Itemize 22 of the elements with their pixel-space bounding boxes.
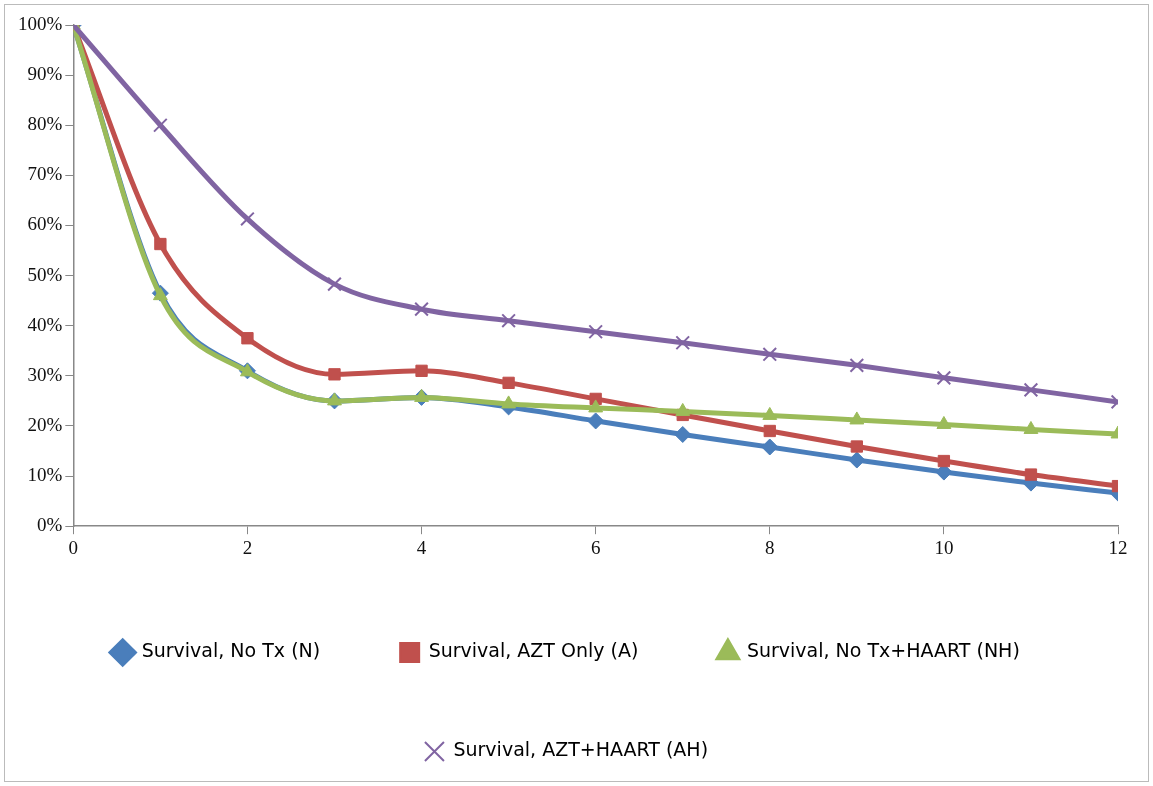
x-tick-label: 10: [934, 536, 954, 558]
y-tick-label: 30%: [27, 363, 63, 385]
legend-label: Survival, No Tx+HAART (NH): [746, 639, 1020, 662]
y-tick-label: 0%: [37, 514, 63, 536]
x-tick-label: 2: [242, 536, 253, 558]
y-tick-label: 20%: [27, 413, 63, 435]
x-tick-label: 6: [590, 536, 601, 558]
x-tick-label: 12: [1108, 536, 1128, 558]
y-tick-label: 90%: [27, 63, 63, 85]
y-tick-label: 100%: [18, 12, 63, 34]
x-tick-label: 8: [765, 536, 775, 558]
legend-label: Survival, AZT Only (A): [428, 639, 639, 662]
y-tick-label: 50%: [27, 263, 63, 285]
y-tick-label: 40%: [27, 313, 63, 335]
legend-label: Survival, No Tx (N): [141, 639, 321, 662]
x-tick-label: 0: [68, 536, 79, 558]
y-tick-label: 10%: [27, 464, 63, 486]
y-tick-label: 80%: [27, 113, 63, 135]
legend-label: Survival, AZT+HAART (AH): [453, 738, 709, 761]
y-tick-label: 60%: [27, 213, 63, 235]
y-tick-label: 70%: [27, 163, 63, 185]
x-tick-label: 4: [416, 536, 427, 558]
